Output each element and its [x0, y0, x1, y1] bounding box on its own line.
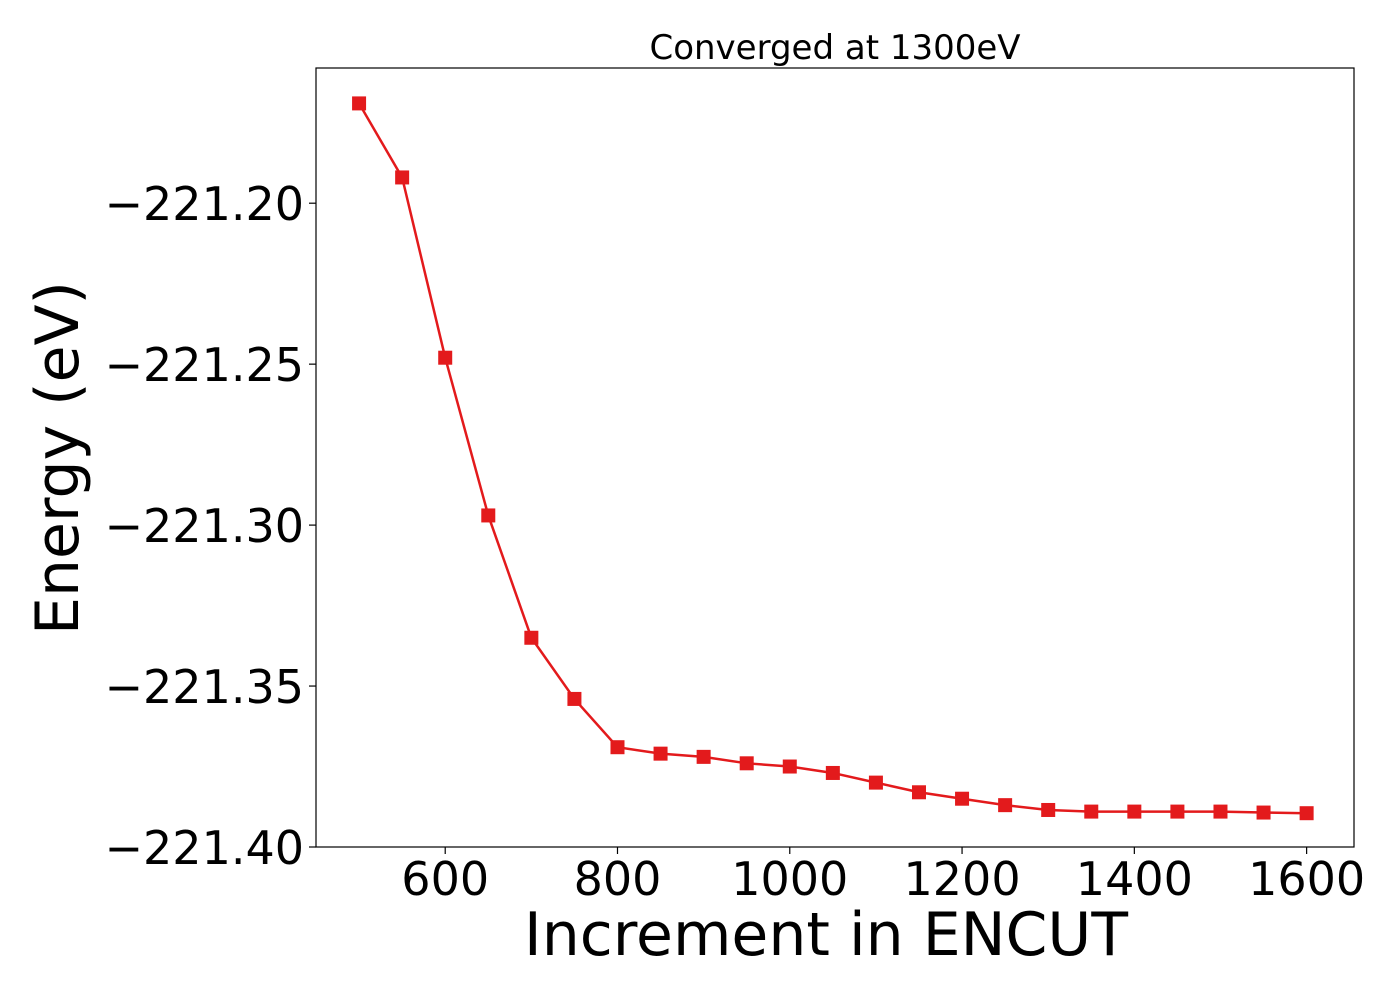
- data-point-marker: [1127, 804, 1142, 819]
- x-tick-label: 600: [401, 852, 489, 906]
- data-point-marker: [911, 785, 926, 800]
- data-point-marker: [567, 691, 582, 706]
- data-point-marker: [739, 756, 754, 771]
- data-point-marker: [438, 350, 453, 365]
- x-axis-label: Increment in ENCUT: [524, 900, 1128, 970]
- x-tick-label: 1600: [1248, 852, 1365, 906]
- y-tick-label: −221.25: [105, 338, 305, 392]
- x-tick-label: 1400: [1076, 852, 1193, 906]
- data-point-marker: [696, 749, 711, 764]
- y-axis: −221.40 −221.35 −221.30 −221.25 −221.20: [105, 177, 316, 875]
- data-point-marker: [998, 798, 1013, 813]
- data-point-marker: [782, 759, 797, 774]
- data-point-marker: [1256, 805, 1271, 820]
- data-point-marker: [1299, 806, 1314, 821]
- chart-title: Converged at 1300eV: [649, 28, 1020, 68]
- data-point-marker: [395, 170, 410, 185]
- x-tick-label: 800: [574, 852, 662, 906]
- data-point-marker: [481, 508, 496, 523]
- y-tick-label: −221.40: [105, 821, 305, 875]
- data-point-marker: [825, 765, 840, 780]
- data-point-marker: [1041, 802, 1056, 817]
- y-tick-label: −221.30: [105, 499, 305, 553]
- data-point-marker: [1170, 804, 1185, 819]
- series-layer: [352, 96, 1314, 821]
- data-point-marker: [868, 775, 883, 790]
- data-point-marker: [610, 740, 625, 755]
- y-tick-label: −221.20: [105, 177, 305, 231]
- x-tick-label: 1200: [904, 852, 1021, 906]
- plot-area: [315, 67, 1355, 848]
- x-tick-label: 1000: [731, 852, 848, 906]
- data-point-marker: [1213, 804, 1228, 819]
- data-point-marker: [1084, 804, 1099, 819]
- y-axis-label: Energy (eV): [23, 281, 93, 635]
- data-point-marker: [653, 746, 668, 761]
- data-point-marker: [955, 791, 970, 806]
- y-tick-label: −221.35: [105, 660, 305, 714]
- data-point-marker: [352, 96, 367, 111]
- x-axis: 600 800 1000 1200 1400 1600: [401, 847, 1365, 906]
- data-point-marker: [524, 630, 539, 645]
